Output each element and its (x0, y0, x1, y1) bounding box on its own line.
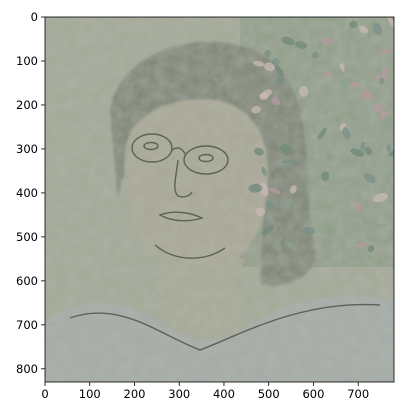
leaf-mark (388, 150, 394, 157)
y-tick-label: 600 (16, 274, 38, 288)
leaf-mark (272, 239, 282, 252)
leaf-mark (271, 58, 280, 66)
leaf-mark (361, 217, 370, 225)
leaf-mark (339, 77, 354, 87)
leaf-mark (380, 67, 389, 81)
leaf-mark (263, 50, 271, 57)
y-tick-label: 700 (16, 318, 38, 332)
leaf-mark (276, 75, 284, 84)
leaf-mark (372, 23, 382, 36)
leaf-mark (248, 183, 263, 193)
x-tick-label: 700 (347, 387, 369, 401)
leaf-mark (294, 41, 307, 49)
leaf-mark (349, 20, 358, 29)
y-tick-label: 800 (16, 362, 38, 376)
glasses-bridge (171, 147, 186, 155)
leaf-mark (386, 169, 394, 180)
leaf-mark (363, 173, 376, 184)
leaf-mark (289, 185, 297, 194)
leaf-mark (374, 223, 388, 228)
leaf-mark (284, 240, 298, 252)
leaf-mark (339, 62, 345, 72)
x-axis: 0 100 200 300 400 500 600 700 (41, 382, 369, 401)
leaf-mark (251, 106, 261, 114)
leaf-mark (350, 148, 365, 157)
leaf-mark (387, 17, 394, 29)
leaf-mark (355, 242, 369, 248)
y-tick-label: 0 (31, 10, 38, 24)
x-tick-label: 100 (79, 387, 101, 401)
leaf-mark (326, 154, 334, 161)
x-tick-label: 400 (213, 387, 235, 401)
leaf-mark (253, 60, 265, 67)
leaf-mark (261, 89, 272, 99)
left-eye (143, 141, 159, 151)
leaf-mark (386, 144, 391, 153)
leaf-mark (378, 48, 392, 55)
right-glasses-lens (183, 145, 229, 175)
y-tick-label: 200 (16, 98, 38, 112)
y-tick-label: 300 (16, 142, 38, 156)
texture-overlay (45, 17, 394, 382)
leaf-mark (379, 77, 385, 85)
right-eye (198, 153, 214, 163)
leaf-mark (365, 236, 379, 243)
x-tick-label: 300 (168, 387, 190, 401)
leaf-mark (316, 41, 325, 50)
left-glasses-lens (131, 133, 173, 163)
leaf-mark (261, 166, 267, 177)
leaf-mark (364, 146, 372, 156)
leaf-mark (323, 107, 330, 116)
y-axis: 0 100 200 300 400 500 600 700 800 (16, 10, 45, 376)
leaf-mark (342, 127, 351, 140)
leaf-mark (361, 89, 375, 101)
chin-line (154, 244, 226, 259)
leaf-mark (261, 224, 274, 236)
stylized-portrait-image (45, 17, 394, 382)
leaf-mark (350, 81, 360, 88)
leaf-mark (358, 25, 369, 34)
leaf-mark (321, 171, 330, 181)
foliage-marks (248, 17, 394, 253)
x-tick-label: 600 (302, 387, 324, 401)
leaf-mark (320, 37, 334, 45)
leaf-mark (255, 207, 266, 217)
leaf-mark (374, 103, 383, 113)
leaf-mark (268, 187, 281, 194)
x-tick-label: 500 (258, 387, 280, 401)
leaf-mark (311, 51, 320, 59)
collar-line (69, 303, 381, 351)
leaf-mark (281, 36, 295, 46)
leaf-mark (253, 147, 264, 156)
x-tick-label: 200 (124, 387, 146, 401)
y-tick-label: 400 (16, 186, 38, 200)
leaf-mark (266, 200, 275, 211)
leaf-mark (303, 226, 316, 235)
y-tick-label: 100 (16, 54, 38, 68)
leaf-mark (280, 143, 292, 156)
leaf-mark (274, 64, 284, 77)
leaf-mark (382, 114, 393, 128)
leaf-mark (299, 85, 309, 97)
x-tick-label: 0 (41, 387, 48, 401)
facial-features (69, 133, 381, 351)
leaf-mark (270, 96, 281, 106)
leaf-mark (354, 202, 362, 212)
leaf-mark (280, 159, 296, 164)
leaf-mark (323, 71, 333, 79)
leaf-mark (372, 193, 388, 203)
leaf-mark (367, 245, 375, 253)
mouth (158, 211, 204, 222)
image-frame (44, 16, 395, 383)
y-tick-label: 500 (16, 230, 38, 244)
leaf-mark (317, 127, 327, 140)
nose (174, 159, 193, 198)
leaf-mark (360, 141, 366, 151)
leaf-mark (285, 198, 293, 207)
leaf-mark (326, 224, 337, 237)
